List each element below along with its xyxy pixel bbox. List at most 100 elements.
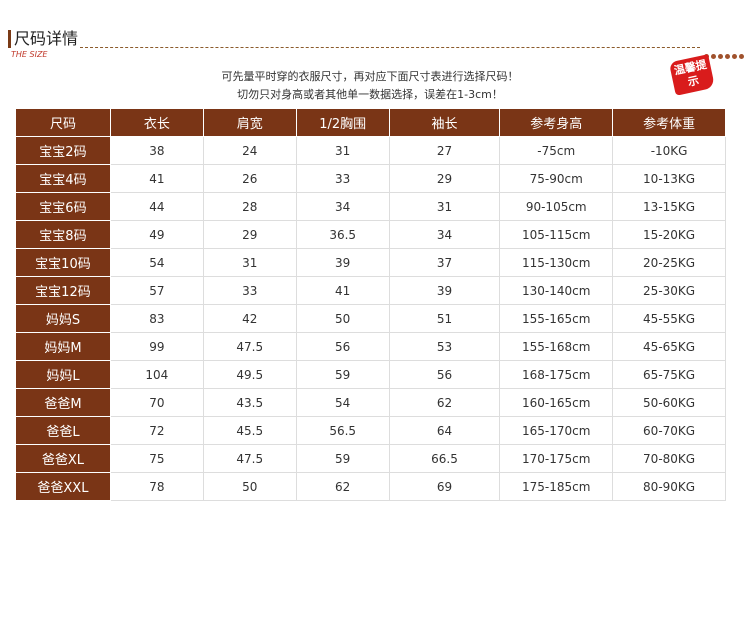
section-subtitle: THE SIZE <box>11 50 48 59</box>
table-cell: 75 <box>109 444 204 473</box>
table-cell: 69 <box>388 472 501 501</box>
table-cell: 66.5 <box>388 444 501 473</box>
table-cell: 29 <box>202 220 297 249</box>
table-cell: 20-25KG <box>612 248 726 277</box>
table-cell: 45.5 <box>202 416 297 445</box>
table-cell: 170-175cm <box>499 444 614 473</box>
table-row: 爸爸XXL 78 50 62 69 175-185cm 80-90KG <box>15 472 726 501</box>
table-cell: 62 <box>388 388 501 417</box>
table-cell: 104 <box>109 360 204 389</box>
table-cell: 60-70KG <box>612 416 726 445</box>
table-cell: 43.5 <box>202 388 297 417</box>
size-cell: 爸爸XL <box>15 444 111 473</box>
table-cell: 75-90cm <box>499 164 614 193</box>
table-cell: 99 <box>109 332 204 361</box>
table-cell: 78 <box>109 472 204 501</box>
table-cell: 42 <box>202 304 297 333</box>
table-cell: 160-165cm <box>499 388 614 417</box>
table-cell: 54 <box>109 248 204 277</box>
table-cell: 175-185cm <box>499 472 614 501</box>
table-body: 宝宝2码 38 24 31 27 -75cm -10KG 宝宝4码 41 26 33 29 75-90c… <box>15 136 726 501</box>
table-cell: 31 <box>388 192 501 221</box>
table-cell: 155-165cm <box>499 304 614 333</box>
size-cell: 宝宝8码 <box>15 220 111 249</box>
table-cell: 50 <box>295 304 390 333</box>
divider <box>80 47 700 48</box>
column-header: 1/2胸围 <box>295 108 390 137</box>
table-cell: 64 <box>388 416 501 445</box>
table-cell: 56.5 <box>295 416 390 445</box>
table-row: 妈妈M 99 47.5 56 53 155-168cm 45-65KG <box>15 332 726 361</box>
table-cell: 83 <box>109 304 204 333</box>
table-cell: 54 <box>295 388 390 417</box>
table-cell: 41 <box>295 276 390 305</box>
table-cell: 62 <box>295 472 390 501</box>
badge: 温馨提示 <box>668 54 716 96</box>
table-cell: 13-15KG <box>612 192 726 221</box>
size-cell: 妈妈L <box>15 360 111 389</box>
table-cell: 27 <box>388 136 501 165</box>
table-cell: 165-170cm <box>499 416 614 445</box>
table-cell: 10-13KG <box>612 164 726 193</box>
column-header: 袖长 <box>388 108 501 137</box>
table-cell: 168-175cm <box>499 360 614 389</box>
table-cell: 130-140cm <box>499 276 614 305</box>
table-cell: 28 <box>202 192 297 221</box>
table-row: 妈妈L 104 49.5 59 56 168-175cm 65-75KG <box>15 360 726 389</box>
table-cell: -10KG <box>612 136 726 165</box>
table-row: 爸爸M 70 43.5 54 62 160-165cm 50-60KG <box>15 388 726 417</box>
table-cell: 39 <box>295 248 390 277</box>
table-cell: 45-65KG <box>612 332 726 361</box>
table-cell: 51 <box>388 304 501 333</box>
table-cell: 26 <box>202 164 297 193</box>
table-cell: 34 <box>295 192 390 221</box>
table-cell: 53 <box>388 332 501 361</box>
table-cell: 34 <box>388 220 501 249</box>
table-cell: 31 <box>202 248 297 277</box>
table-row: 妈妈S 83 42 50 51 155-165cm 45-55KG <box>15 304 726 333</box>
table-cell: 49 <box>109 220 204 249</box>
table-cell: 59 <box>295 444 390 473</box>
table-cell: 57 <box>109 276 204 305</box>
size-cell: 宝宝12码 <box>15 276 111 305</box>
table-cell: 115-130cm <box>499 248 614 277</box>
table-cell: 33 <box>202 276 297 305</box>
column-header: 肩宽 <box>202 108 297 137</box>
table-cell: 38 <box>109 136 204 165</box>
table-cell: 47.5 <box>202 332 297 361</box>
table-cell: 59 <box>295 360 390 389</box>
table-cell: 29 <box>388 164 501 193</box>
table-cell: -75cm <box>499 136 614 165</box>
table-cell: 24 <box>202 136 297 165</box>
size-table: 尺码 衣长 肩宽 1/2胸围 袖长 参考身高 参考体重 宝宝2码 38 24 31 27 -75cm -1… <box>15 108 726 501</box>
table-row: 宝宝4码 41 26 33 29 75-90cm 10-13KG <box>15 164 726 193</box>
table-cell: 36.5 <box>295 220 390 249</box>
table-cell: 15-20KG <box>612 220 726 249</box>
table-row: 爸爸XL 75 47.5 59 66.5 170-175cm 70-80KG <box>15 444 726 473</box>
column-header: 参考体重 <box>612 108 726 137</box>
table-cell: 80-90KG <box>612 472 726 501</box>
table-row: 爸爸L 72 45.5 56.5 64 165-170cm 60-70KG <box>15 416 726 445</box>
table-cell: 50-60KG <box>612 388 726 417</box>
dots <box>704 44 746 63</box>
table-row: 宝宝6码 44 28 34 31 90-105cm 13-15KG <box>15 192 726 221</box>
table-cell: 56 <box>388 360 501 389</box>
table-cell: 41 <box>109 164 204 193</box>
table-cell: 25-30KG <box>612 276 726 305</box>
table-cell: 105-115cm <box>499 220 614 249</box>
size-cell: 爸爸XXL <box>15 472 111 501</box>
size-cell: 妈妈M <box>15 332 111 361</box>
size-cell: 宝宝4码 <box>15 164 111 193</box>
table-row: 宝宝8码 49 29 36.5 34 105-115cm 15-20KG <box>15 220 726 249</box>
column-header: 衣长 <box>109 108 204 137</box>
table-cell: 39 <box>388 276 501 305</box>
size-cell: 宝宝10码 <box>15 248 111 277</box>
table-cell: 155-168cm <box>499 332 614 361</box>
table-cell: 31 <box>295 136 390 165</box>
size-cell: 宝宝2码 <box>15 136 111 165</box>
table-cell: 65-75KG <box>612 360 726 389</box>
header-row: 尺码 衣长 肩宽 1/2胸围 袖长 参考身高 参考体重 <box>15 108 726 137</box>
table-cell: 90-105cm <box>499 192 614 221</box>
size-cell: 爸爸L <box>15 416 111 445</box>
